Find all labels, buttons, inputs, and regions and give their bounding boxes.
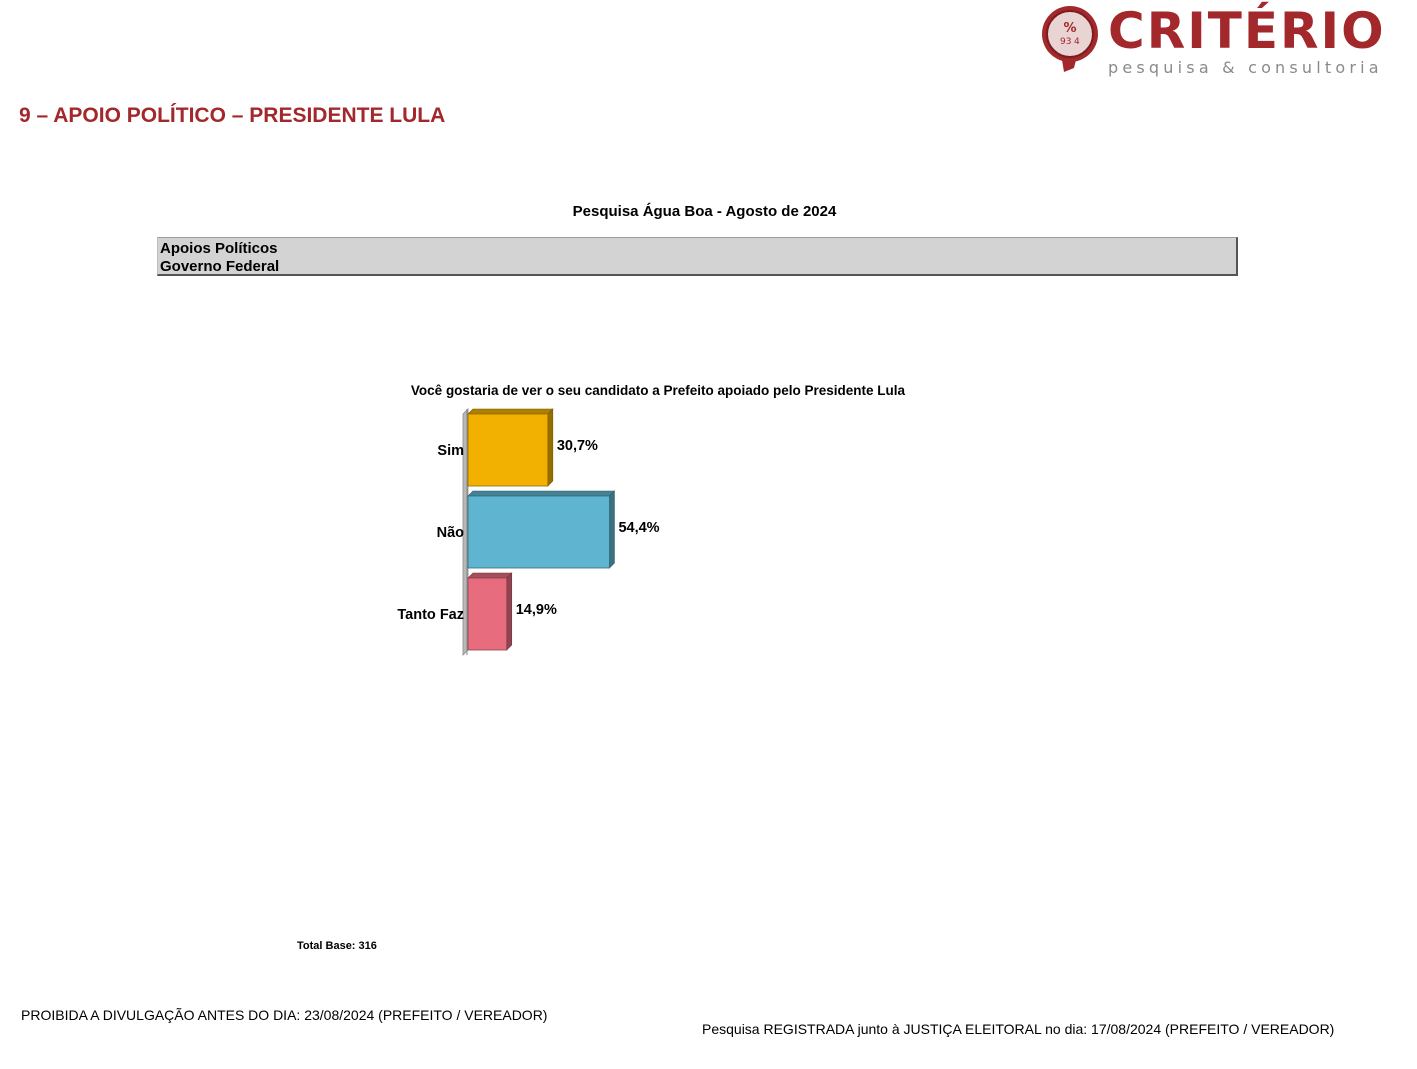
bar-top-0 bbox=[467, 408, 554, 415]
data-label-2: 14,9% bbox=[516, 602, 557, 618]
bar-0 bbox=[467, 413, 549, 487]
header-line-2: Governo Federal bbox=[160, 258, 280, 275]
svg-text:4: 4 bbox=[1074, 37, 1080, 47]
brand-tagline: pesquisa & consultoria bbox=[1108, 58, 1383, 77]
bar-2 bbox=[467, 577, 508, 651]
section-title: 9 – APOIO POLÍTICO – PRESIDENTE LULA bbox=[19, 104, 446, 127]
data-label-1: 54,4% bbox=[618, 520, 659, 536]
criterio-logo: % 93 4 CRITÉRIO pesquisa & consultoria bbox=[1040, 2, 1400, 82]
header-line-1: Apoios Políticos bbox=[160, 240, 278, 257]
bar-1 bbox=[467, 495, 610, 569]
svg-text:93: 93 bbox=[1060, 37, 1071, 47]
bar-side-1 bbox=[609, 490, 615, 569]
brand-name: CRITÉRIO bbox=[1108, 2, 1386, 60]
footer-registration-note: Pesquisa REGISTRADA junto à JUSTIÇA ELEI… bbox=[702, 1021, 1335, 1037]
bar-side-2 bbox=[506, 572, 513, 651]
svg-text:%: % bbox=[1063, 21, 1076, 36]
category-label-2: Tanto Faz bbox=[397, 607, 464, 623]
survey-title: Pesquisa Água Boa - Agosto de 2024 bbox=[572, 203, 837, 220]
logo-seal-icon: % 93 4 bbox=[1042, 6, 1098, 72]
category-header-box: Apoios Políticos Governo Federal bbox=[157, 237, 1238, 276]
category-label-1: Não bbox=[437, 525, 465, 541]
chart-title: Você gostaria de ver o seu candidato a P… bbox=[411, 383, 906, 398]
category-label-0: Sim bbox=[437, 443, 464, 459]
total-base: Total Base: 316 bbox=[297, 940, 377, 952]
bar-side-0 bbox=[547, 408, 554, 487]
data-label-0: 30,7% bbox=[557, 438, 598, 454]
footer-embargo-note: PROIBIDA A DIVULGAÇÃO ANTES DO DIA: 23/0… bbox=[21, 1007, 548, 1023]
axis-wall bbox=[462, 408, 469, 656]
bar-top-2 bbox=[467, 572, 513, 579]
bar-top-1 bbox=[467, 490, 616, 497]
